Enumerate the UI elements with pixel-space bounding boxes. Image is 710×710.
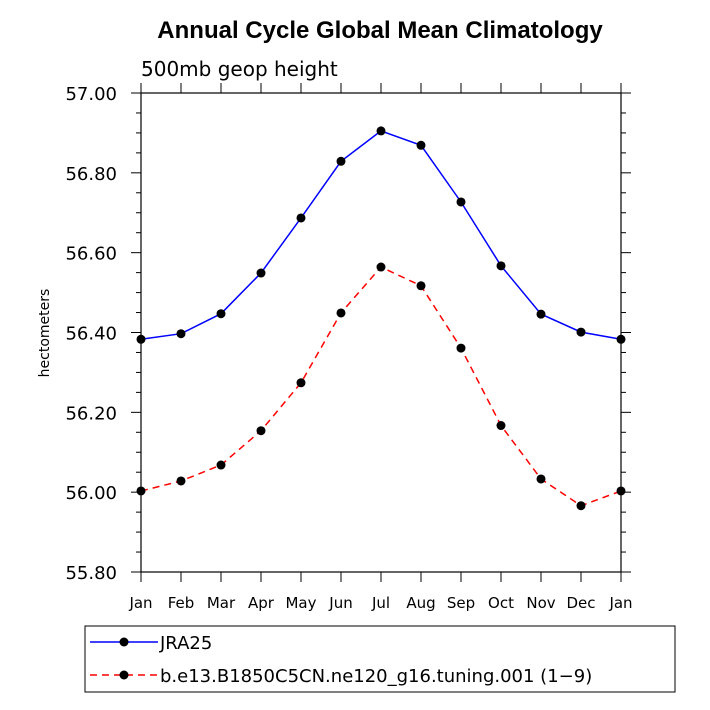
series-line-jra25 xyxy=(140,130,622,341)
data-point-jra25 xyxy=(376,126,386,136)
data-point-model xyxy=(536,474,546,484)
data-point-jra25 xyxy=(456,197,466,207)
data-point-jra25 xyxy=(336,156,346,166)
data-point-model xyxy=(216,460,226,470)
data-point-model xyxy=(456,343,466,353)
legend-label-model: b.e13.B1850C5CN.ne120_g16.tuning.001 (1−… xyxy=(160,666,592,687)
data-point-model xyxy=(296,378,306,388)
data-point-jra25 xyxy=(256,268,266,278)
data-point-jra25 xyxy=(536,309,546,319)
chart-title: Annual Cycle Global Mean Climatology xyxy=(157,17,603,44)
legend-label-jra25: JRA25 xyxy=(159,633,212,654)
x-tick-label: Oct xyxy=(488,594,514,612)
x-tick-label: Jul xyxy=(371,594,390,612)
data-point-jra25 xyxy=(136,334,146,344)
x-tick-label: Jun xyxy=(328,594,352,612)
series-group xyxy=(136,126,626,511)
data-point-model xyxy=(256,426,266,436)
legend-swatch-jra25-marker xyxy=(119,637,129,647)
data-point-jra25 xyxy=(576,327,586,337)
series-line-model xyxy=(140,266,622,507)
x-tick-label: Mar xyxy=(207,594,236,612)
data-point-model xyxy=(416,281,426,291)
x-tick-label: May xyxy=(285,594,316,612)
y-tick-label: 56.20 xyxy=(65,403,117,424)
y-axis: 55.80 56.00 56.20 56.40 56.60 56.80 57.00 xyxy=(65,84,631,584)
legend-box xyxy=(84,625,676,693)
legend-swatch-model-marker xyxy=(119,670,129,680)
x-tick-label: Jan xyxy=(128,594,152,612)
x-tick-label: Sep xyxy=(447,594,475,612)
y-tick-label: 56.60 xyxy=(65,244,117,265)
data-point-model xyxy=(336,308,346,318)
y-tick-label: 56.40 xyxy=(65,324,117,345)
data-point-jra25 xyxy=(616,334,626,344)
data-point-model xyxy=(376,262,386,272)
data-point-jra25 xyxy=(216,309,226,319)
y-tick-label: 55.80 xyxy=(65,563,117,584)
x-tick-label: Jan xyxy=(608,594,632,612)
plot-frame xyxy=(140,92,622,573)
legend: JRA25 b.e13.B1850C5CN.ne120_g16.tuning.0… xyxy=(84,625,676,693)
y-axis-label: hectometers xyxy=(37,289,53,378)
x-tick-label: Dec xyxy=(566,594,595,612)
y-tick-label: 56.80 xyxy=(65,164,117,185)
y-tick-label: 57.00 xyxy=(65,84,117,105)
x-tick-label: Apr xyxy=(248,594,275,612)
data-point-jra25 xyxy=(416,140,426,150)
data-point-model xyxy=(576,501,586,511)
data-point-model xyxy=(616,486,626,496)
x-tick-label: Aug xyxy=(406,594,435,612)
chart-subtitle: 500mb geop height xyxy=(141,57,338,81)
data-point-jra25 xyxy=(496,261,506,271)
data-point-model xyxy=(496,421,506,431)
data-point-jra25 xyxy=(296,213,306,223)
y-tick-label: 56.00 xyxy=(65,483,117,504)
x-tick-label: Nov xyxy=(526,594,555,612)
data-point-jra25 xyxy=(176,329,186,339)
data-point-model xyxy=(136,486,146,496)
data-point-model xyxy=(176,476,186,486)
x-axis: Jan Feb Mar Apr May Jun Jul Aug Sep Oct Nov Dec Jan xyxy=(128,83,633,612)
x-tick-label: Feb xyxy=(168,594,195,612)
